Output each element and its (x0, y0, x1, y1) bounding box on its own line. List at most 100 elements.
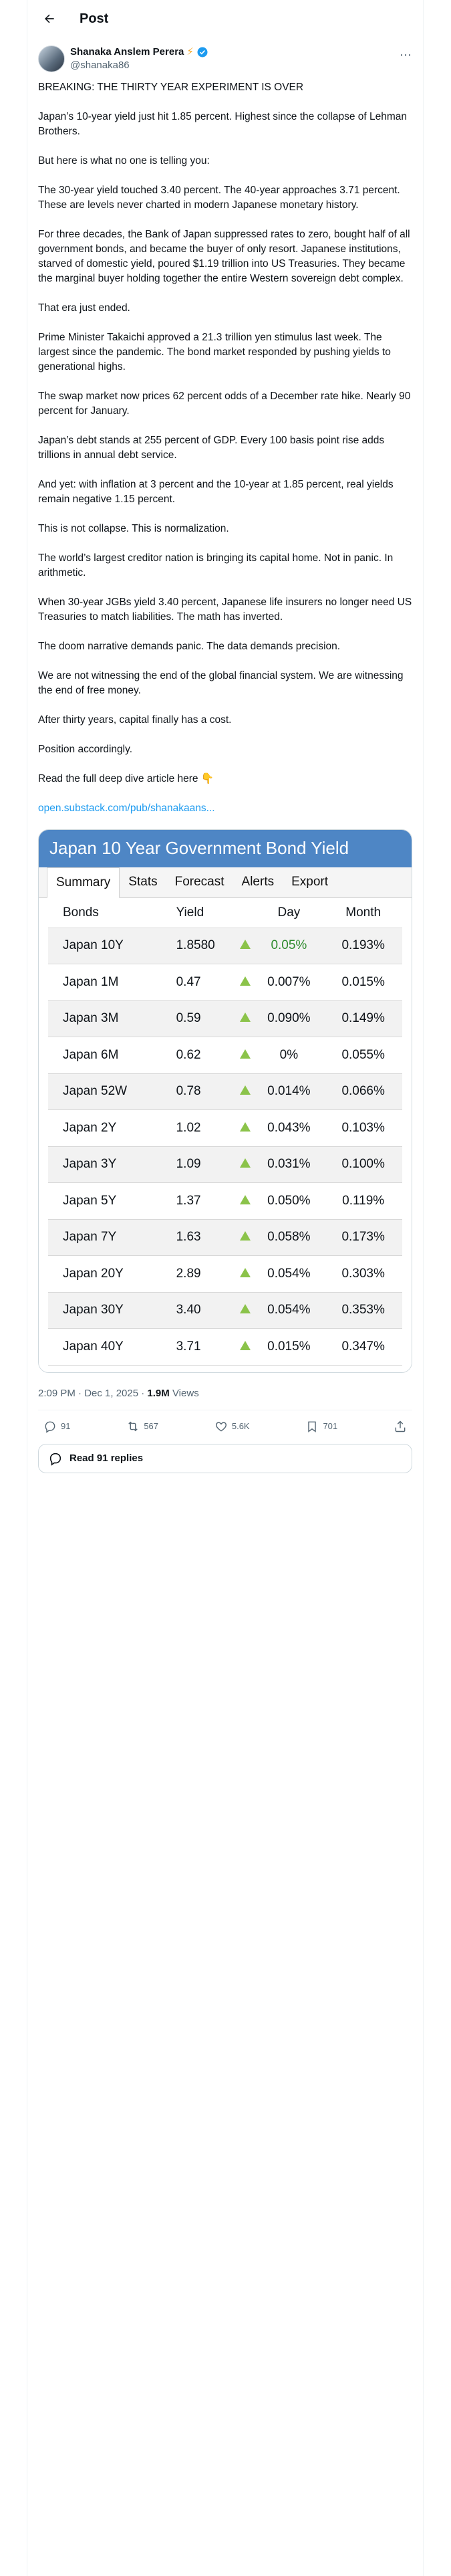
heart-icon (215, 1421, 227, 1431)
day-change-cell: 0.05% (253, 928, 325, 964)
verified-badge-icon (197, 47, 208, 58)
table-row[interactable]: Japan 2Y 1.02 0.043% 0.103% (48, 1109, 402, 1147)
month-change-cell: 0.055% (324, 1037, 402, 1074)
card-tabs: Summary Stats Forecast Alerts Export (39, 867, 412, 898)
post-paragraph: Prime Minister Takaichi approved a 21.3 … (38, 332, 391, 372)
post-paragraph: The 30-year yield touched 3.40 percent. … (38, 185, 400, 211)
bookmark-icon (308, 1421, 317, 1432)
page-title: Post (80, 11, 109, 26)
table-row[interactable]: Japan 3M 0.59 0.090% 0.149% (48, 1000, 402, 1037)
read-replies-button[interactable]: Read 91 replies (38, 1443, 412, 1473)
post-paragraph: We are not witnessing the end of the glo… (38, 670, 404, 696)
up-arrow-icon (239, 1012, 251, 1023)
bond-yield-card[interactable]: Japan 10 Year Government Bond Yield Summ… (38, 829, 412, 1373)
top-bar: Post (27, 0, 423, 37)
post-paragraph: For three decades, the Bank of Japan sup… (38, 229, 410, 284)
like-button[interactable]: 5.6K (214, 1420, 250, 1433)
yield-cell: 1.09 (161, 1146, 225, 1183)
tab-alerts[interactable]: Alerts (241, 875, 275, 889)
tab-stats[interactable]: Stats (128, 875, 158, 889)
day-change-cell: 0.043% (253, 1109, 325, 1147)
bond-name-cell: Japan 20Y (48, 1255, 162, 1293)
repost-button[interactable]: 567 (126, 1420, 158, 1433)
trend-cell (224, 1255, 254, 1293)
bond-name-cell: Japan 1M (48, 964, 162, 1001)
table-row[interactable]: Japan 52W 0.78 0.014% 0.066% (48, 1073, 402, 1110)
up-arrow-icon (239, 1231, 251, 1241)
table-row[interactable]: Japan 3Y 1.09 0.031% 0.100% (48, 1146, 402, 1183)
tab-export[interactable]: Export (291, 875, 329, 889)
day-change-cell: 0.015% (253, 1328, 325, 1366)
back-button[interactable] (38, 7, 61, 30)
table-row[interactable]: Japan 10Y 1.8580 0.05% 0.193% (48, 928, 402, 964)
up-arrow-icon (239, 1304, 251, 1314)
post-paragraph: Japan’s debt stands at 255 percent of GD… (38, 435, 385, 461)
yield-cell: 1.02 (161, 1109, 225, 1147)
share-button[interactable] (394, 1420, 407, 1433)
month-change-cell: 0.173% (324, 1219, 402, 1256)
trend-cell (224, 1219, 254, 1256)
trend-cell (224, 1000, 254, 1037)
table-row[interactable]: Japan 5Y 1.37 0.050% 0.119% (48, 1182, 402, 1220)
trend-cell (224, 1182, 254, 1220)
month-change-cell: 0.193% (324, 928, 402, 964)
reply-count: 91 (61, 1421, 71, 1431)
post-paragraph: Read the full deep dive article here 👇 (38, 773, 214, 784)
author-row: Shanaka Anslem Perera ⚡ @shanaka86 ⋯ (27, 37, 423, 72)
bond-name-cell: Japan 3M (48, 1000, 162, 1037)
table-row[interactable]: Japan 40Y 3.71 0.015% 0.347% (48, 1328, 402, 1366)
tab-forecast[interactable]: Forecast (174, 875, 224, 889)
up-arrow-icon (239, 940, 251, 950)
month-change-cell: 0.015% (324, 964, 402, 1001)
bond-name-cell: Japan 52W (48, 1073, 162, 1110)
table-row[interactable]: Japan 20Y 2.89 0.054% 0.303% (48, 1255, 402, 1293)
author-handle[interactable]: @shanaka86 (70, 60, 130, 71)
up-arrow-icon (239, 976, 251, 986)
lightning-emoji: ⚡ (186, 46, 194, 58)
column-header (224, 898, 254, 928)
post-paragraph: And yet: with inflation at 3 percent and… (38, 479, 394, 505)
yield-cell: 3.40 (161, 1292, 225, 1329)
table-row[interactable]: Japan 7Y 1.63 0.058% 0.173% (48, 1219, 402, 1256)
post-paragraph: The world’s largest creditor nation is b… (38, 552, 394, 578)
day-change-cell: 0.058% (253, 1219, 325, 1256)
bond-name-cell: Japan 6M (48, 1037, 162, 1074)
bond-name-cell: Japan 10Y (48, 928, 162, 964)
post-paragraph: The swap market now prices 62 percent od… (38, 391, 411, 417)
month-change-cell: 0.103% (324, 1109, 402, 1147)
month-change-cell: 0.066% (324, 1073, 402, 1110)
bond-name-cell: Japan 2Y (48, 1109, 162, 1147)
column-header: Day (253, 898, 325, 928)
more-options-icon[interactable]: ⋯ (400, 48, 412, 62)
day-change-cell: 0.090% (253, 1000, 325, 1037)
post-paragraph: But here is what no one is telling you: (38, 155, 210, 167)
avatar[interactable] (38, 45, 65, 72)
yield-cell: 1.63 (161, 1219, 225, 1256)
yield-cell: 3.71 (161, 1328, 225, 1366)
arrow-left-icon (45, 14, 54, 23)
repost-count: 567 (144, 1421, 159, 1431)
trend-cell (224, 1073, 254, 1110)
post-text: BREAKING: THE THIRTY YEAR EXPERIMENT IS … (27, 72, 423, 816)
author-name[interactable]: Shanaka Anslem Perera (70, 46, 184, 58)
reply-button[interactable]: 91 (43, 1420, 70, 1433)
table-row[interactable]: Japan 6M 0.62 0% 0.055% (48, 1037, 402, 1074)
bookmark-button[interactable]: 701 (305, 1420, 337, 1433)
bond-yield-table: Bonds Yield Day Month Japan 10Y 1.8580 0.0… (48, 898, 402, 1366)
tab-summary[interactable]: Summary (47, 867, 120, 898)
day-change-cell: 0.014% (253, 1073, 325, 1110)
share-icon (395, 1420, 406, 1432)
reply-icon (45, 1421, 55, 1433)
table-row[interactable]: Japan 30Y 3.40 0.054% 0.353% (48, 1292, 402, 1329)
column-header: Yield (161, 898, 225, 928)
post-meta: 2:09 PM · Dec 1, 2025 · 1.9M Views (27, 1373, 423, 1399)
post-paragraph: The doom narrative demands panic. The da… (38, 641, 341, 652)
table-row[interactable]: Japan 1M 0.47 0.007% 0.015% (48, 964, 402, 1001)
trend-cell (224, 1109, 254, 1147)
read-replies-label: Read 91 replies (69, 1453, 144, 1464)
post-paragraph: Position accordingly. (38, 744, 133, 755)
views-count: 1.9M (147, 1387, 170, 1399)
month-change-cell: 0.303% (324, 1255, 402, 1293)
post-timestamp[interactable]: 2:09 PM · Dec 1, 2025 · (38, 1387, 148, 1399)
article-link[interactable]: open.substack.com/pub/shanakaans... (38, 802, 215, 814)
